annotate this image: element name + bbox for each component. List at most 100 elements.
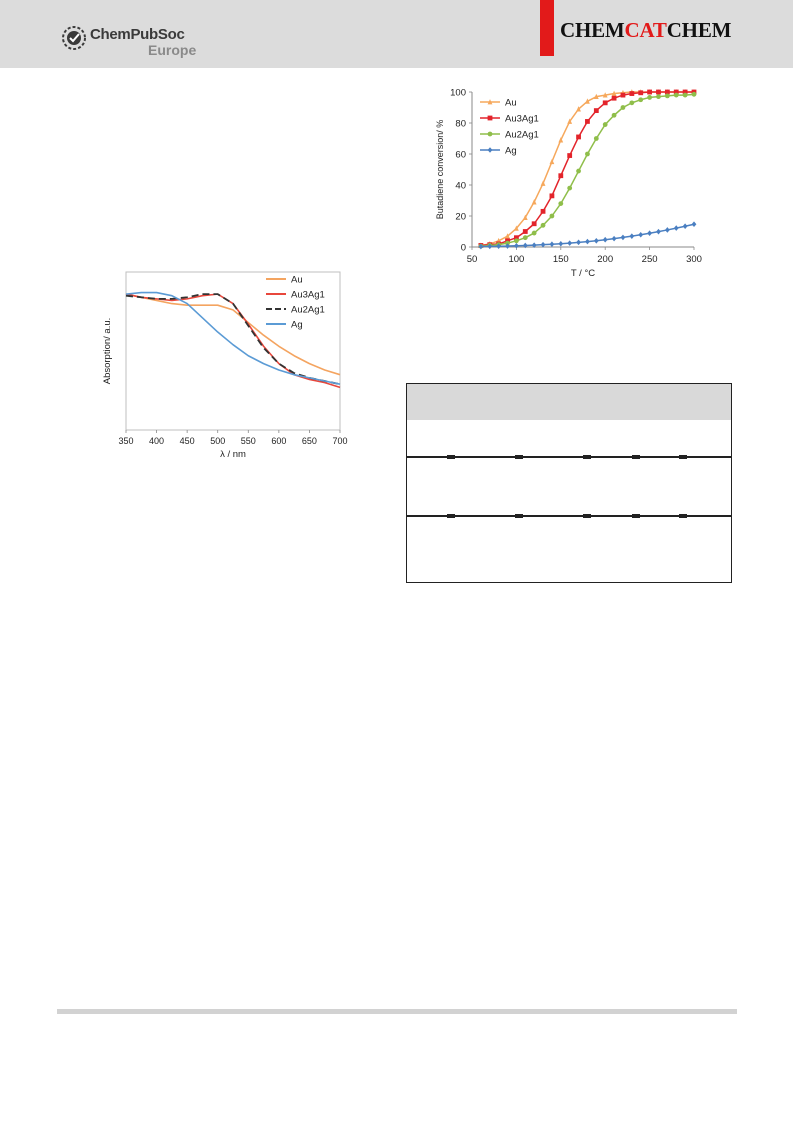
- y-axis-label: Absorption/ a.u.: [102, 318, 113, 385]
- data-point-au3ag1: [593, 108, 599, 113]
- data-point-ag: [531, 242, 537, 248]
- data-point-au: [576, 106, 581, 112]
- data-point-au2ag1: [664, 93, 670, 99]
- data-point-ag: [593, 238, 599, 244]
- data-point-ag: [691, 221, 697, 228]
- table-column-tick: [447, 514, 455, 518]
- data-point-ag: [620, 234, 626, 241]
- data-point-ag: [576, 239, 581, 246]
- table-column-tick: [447, 455, 455, 459]
- publisher-logo[interactable]: ChemPubSoc Europe: [60, 24, 210, 60]
- y-axis-label: Butadiene conversion/ %: [435, 120, 445, 220]
- data-point-au3ag1: [540, 208, 546, 214]
- legend-label-au: Au: [505, 98, 517, 109]
- data-point-ag: [611, 235, 617, 242]
- x-tick-label: 400: [149, 436, 164, 446]
- y-tick-label: 20: [455, 212, 466, 223]
- y-tick-label: 40: [455, 181, 466, 192]
- data-point-au3ag1: [664, 89, 670, 95]
- data-point-au2ag1: [567, 185, 573, 191]
- data-point-ag: [496, 243, 502, 250]
- plot-frame: [125, 271, 341, 431]
- data-point-ag: [656, 228, 661, 235]
- data-point-au2ag1: [638, 97, 644, 103]
- legend-label-au3ag1: Au3Ag1: [291, 290, 325, 301]
- legend-label-ag: Ag: [291, 320, 303, 331]
- series-line-ag: [125, 291, 341, 385]
- data-point-ag: [522, 242, 528, 249]
- data-point-au: [514, 225, 519, 231]
- data-point-au3ag1: [558, 173, 564, 179]
- x-axis-label: λ / nm: [220, 449, 246, 460]
- data-point-au2ag1: [656, 94, 661, 100]
- data-point-ag: [567, 240, 573, 246]
- y-tick-label: 80: [455, 119, 466, 130]
- data-point-au2ag1: [531, 230, 537, 236]
- data-point-au3ag1: [567, 153, 573, 158]
- x-tick-label: 450: [180, 436, 195, 446]
- data-point-au2ag1: [647, 95, 652, 100]
- data-point-au: [611, 90, 617, 96]
- data-point-au2ag1: [620, 105, 626, 110]
- data-point-au2ag1: [505, 240, 510, 246]
- data-point-ag: [487, 243, 493, 250]
- data-point-au2ag1: [593, 136, 599, 141]
- data-point-ag: [664, 227, 670, 233]
- data-point-au: [558, 137, 564, 143]
- accent-bar: [540, 0, 554, 56]
- legend-label-au3ag1: Au3Ag1: [505, 114, 539, 125]
- data-point-au3ag1: [656, 89, 661, 95]
- footer-rule: [57, 1009, 737, 1014]
- data-point-au2ag1: [611, 112, 617, 118]
- x-tick-label: 550: [241, 436, 256, 446]
- x-tick-label: 50: [467, 254, 478, 265]
- data-point-au2ag1: [602, 122, 608, 127]
- data-point-au: [602, 92, 608, 98]
- data-point-au2ag1: [673, 92, 679, 98]
- data-point-ag: [549, 241, 555, 248]
- y-tick-label: 100: [450, 88, 466, 99]
- data-point-au2ag1: [682, 92, 688, 98]
- data-point-au3ag1: [585, 119, 590, 124]
- x-tick-label: 100: [508, 254, 524, 265]
- data-point-au2ag1: [514, 238, 519, 244]
- table-column-tick: [583, 455, 591, 459]
- legend-marker-au2ag1: [487, 131, 493, 137]
- data-point-au3ag1: [576, 134, 581, 140]
- data-point-au3ag1: [602, 100, 608, 106]
- journal-title-part: CAT: [624, 18, 667, 42]
- x-axis-label: T / °C: [571, 268, 595, 279]
- data-point-au3ag1: [514, 235, 519, 241]
- data-point-au2ag1: [585, 151, 590, 157]
- legend-label-au2ag1: Au2Ag1: [291, 305, 325, 316]
- data-point-au: [585, 98, 590, 104]
- x-tick-label: 700: [332, 436, 347, 446]
- data-point-au2ag1: [629, 100, 635, 106]
- journal-title[interactable]: CHEMCATCHEM: [560, 18, 731, 48]
- series-line-au: [125, 293, 341, 376]
- data-point-au2ag1: [549, 213, 555, 219]
- journal-title-part: CHEM: [560, 18, 625, 42]
- data-point-au: [505, 233, 510, 239]
- data-point-au: [522, 214, 528, 220]
- data-point-ag: [540, 241, 546, 248]
- legend-marker-au3ag1: [487, 115, 493, 121]
- publisher-name: ChemPubSoc: [90, 26, 185, 43]
- data-point-au2ag1: [540, 222, 546, 228]
- publisher-sub: Europe: [148, 42, 197, 58]
- data-point-au3ag1: [647, 89, 652, 95]
- legend-marker-ag: [487, 147, 493, 153]
- legend-label-au2ag1: Au2Ag1: [505, 130, 539, 141]
- data-point-ag: [682, 223, 688, 230]
- data-point-ag: [638, 231, 644, 238]
- data-point-ag: [673, 225, 679, 231]
- legend-label-ag: Ag: [505, 146, 517, 157]
- x-tick-label: 350: [118, 436, 133, 446]
- x-tick-label: 500: [210, 436, 225, 446]
- data-point-au2ag1: [691, 91, 697, 97]
- x-tick-label: 650: [302, 436, 317, 446]
- data-point-ag: [602, 236, 608, 243]
- data-point-au: [567, 118, 573, 124]
- seal-badge-icon: [62, 26, 86, 50]
- legend-marker-au: [487, 99, 493, 105]
